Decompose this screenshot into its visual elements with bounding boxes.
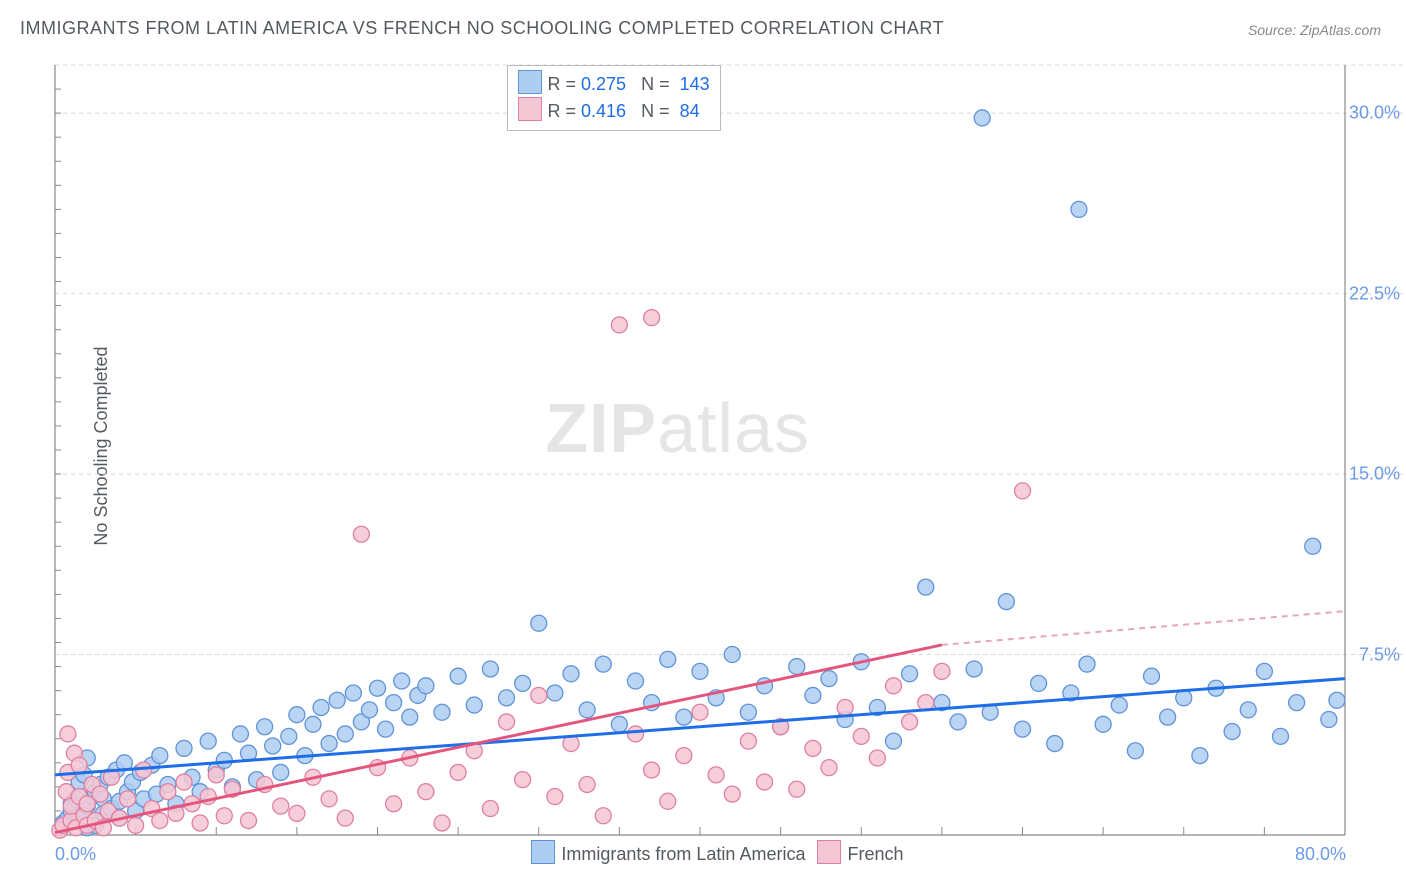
chart-svg (55, 65, 1345, 835)
chart-area: ZIPatlas 7.5%15.0%22.5%30.0%0.0%80.0%R =… (55, 65, 1345, 835)
legend-label: French (847, 844, 903, 864)
legend-swatch (531, 840, 555, 864)
legend-series: Immigrants from Latin America French (519, 840, 903, 865)
y-tick-label: 30.0% (1349, 103, 1400, 124)
x-tick-label: 80.0% (1295, 844, 1346, 865)
x-tick-label: 0.0% (55, 844, 96, 865)
y-tick-label: 15.0% (1349, 464, 1400, 485)
source-label: Source: ZipAtlas.com (1248, 22, 1381, 38)
y-tick-label: 7.5% (1359, 644, 1400, 665)
legend-stats: R = 0.275 N = 143R = 0.416 N = 84 (507, 65, 721, 131)
legend-swatch (817, 840, 841, 864)
legend-label: Immigrants from Latin America (561, 844, 805, 864)
legend-swatch (518, 70, 542, 94)
y-tick-label: 22.5% (1349, 283, 1400, 304)
page-title: IMMIGRANTS FROM LATIN AMERICA VS FRENCH … (20, 18, 944, 39)
legend-swatch (518, 97, 542, 121)
